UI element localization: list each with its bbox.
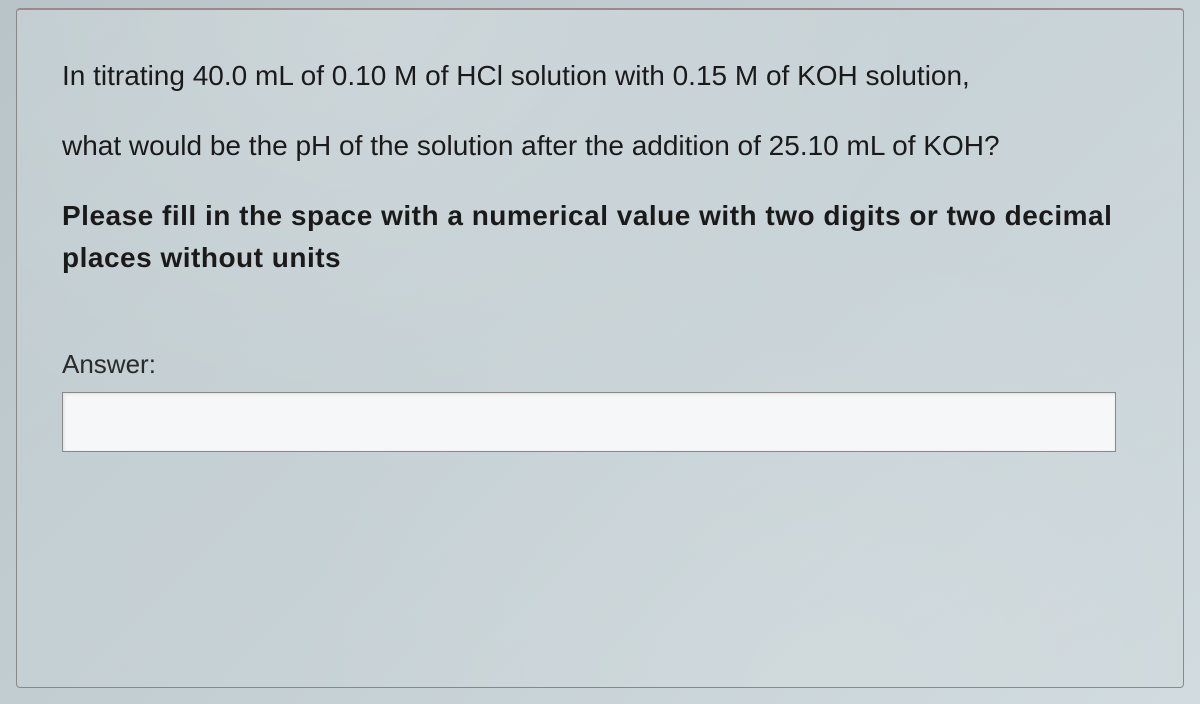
answer-input[interactable] [62,392,1116,452]
question-content: In titrating 40.0 mL of 0.10 M of HCl so… [62,55,1138,452]
answer-label: Answer: [62,349,1138,380]
question-text-1: In titrating 40.0 mL of 0.10 M of HCl so… [62,55,1112,97]
question-card: In titrating 40.0 mL of 0.10 M of HCl so… [16,8,1184,688]
question-instruction: Please fill in the space with a numerica… [62,195,1138,279]
question-text-2: what would be the pH of the solution aft… [62,125,1112,167]
